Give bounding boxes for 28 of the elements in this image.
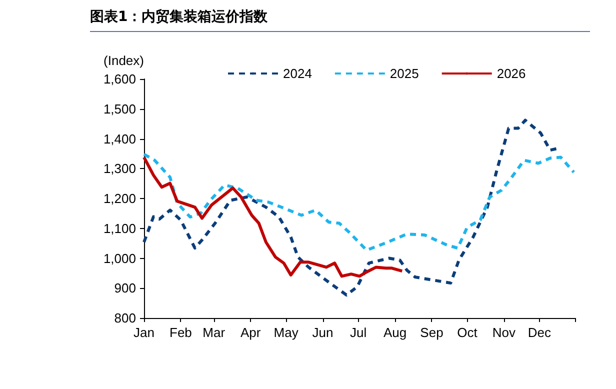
legend-label: 2024: [283, 66, 312, 81]
y-tick-label: 1,400: [103, 131, 136, 146]
y-tick-label: 1,000: [103, 250, 136, 266]
x-tick-label: Nov: [492, 325, 516, 340]
x-tick-label: Jun: [312, 325, 334, 340]
line-series: [142, 152, 576, 252]
x-tick-label: Dec: [528, 325, 552, 340]
x-tick-label: Aug: [383, 325, 407, 340]
x-tick-label: Jul: [350, 325, 367, 340]
x-tick-label: Oct: [457, 325, 478, 340]
y-axis-title: (Index): [104, 53, 144, 68]
y-tick-label: 1,600: [103, 72, 136, 86]
chart-title: 图表1：内贸集装箱运价指数: [90, 8, 590, 32]
y-tick-label: 1,300: [103, 161, 136, 176]
x-tick-label: Apr: [240, 325, 262, 340]
legend-label: 2025: [390, 66, 419, 81]
x-tick-label: Feb: [170, 325, 192, 340]
x-tick-label: May: [274, 325, 299, 340]
line-series: [142, 156, 404, 278]
y-tick-label: 1,200: [103, 191, 136, 206]
legend-label: 2026: [496, 66, 526, 81]
y-tick-label: 800: [114, 310, 136, 326]
y-tick-label: 900: [114, 280, 136, 296]
y-tick-label: 1,100: [103, 220, 136, 236]
x-tick-label: Mar: [202, 325, 226, 340]
x-tick-label: Jan: [134, 325, 154, 340]
y-tick-label: 1,500: [103, 101, 136, 116]
x-tick-label: Sep: [420, 325, 444, 340]
